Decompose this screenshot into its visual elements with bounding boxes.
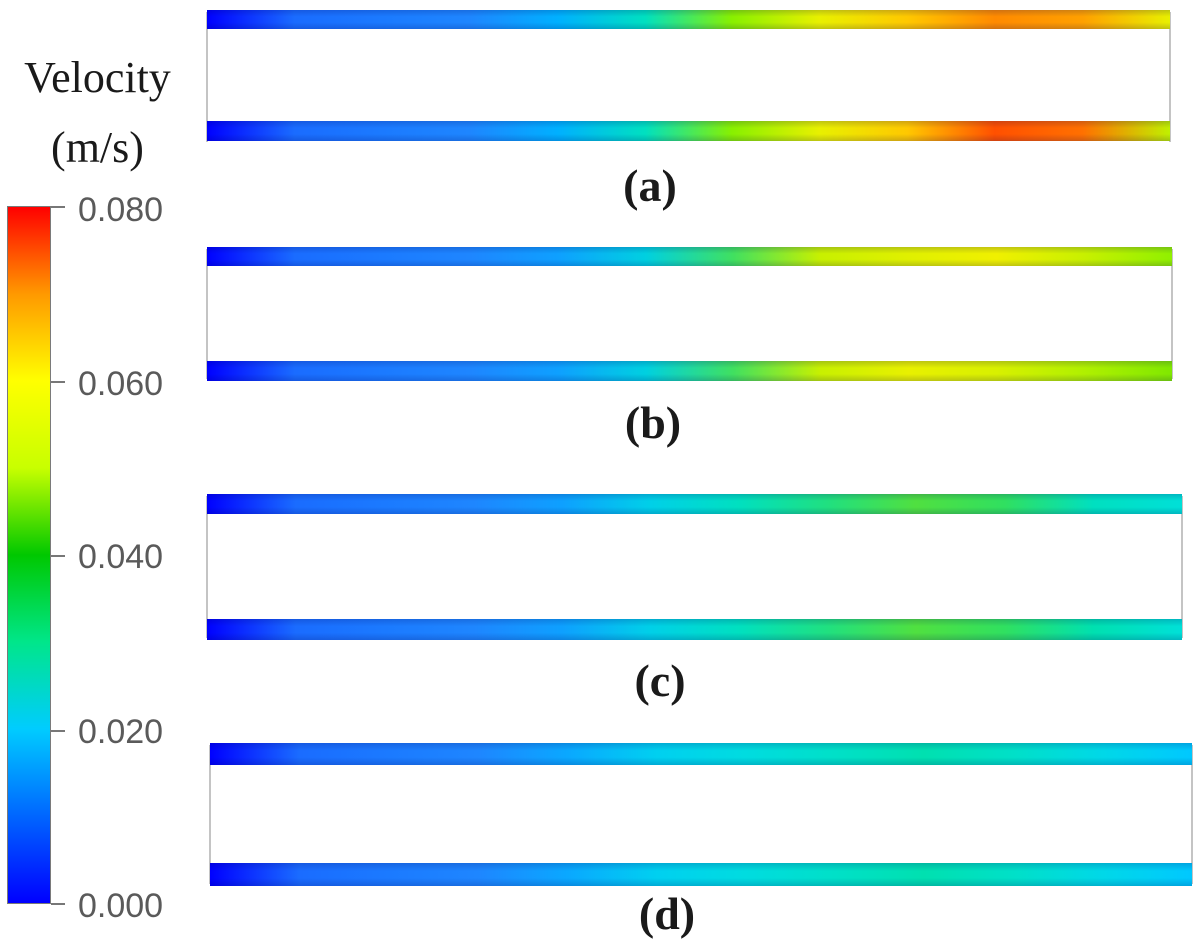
colorbar-tick-mark	[51, 903, 65, 905]
colorbar-tick-label: 0.000	[78, 887, 164, 925]
colorbar-tick-mark	[51, 555, 65, 557]
channel-frame-left	[209, 745, 211, 884]
channel-frame-right	[1181, 496, 1183, 638]
channel-frame-right	[1169, 12, 1171, 142]
colorbar-tick-mark	[51, 730, 65, 732]
channel-frame-right	[1191, 745, 1193, 884]
colorbar-tick-mark	[51, 206, 65, 208]
channel-frame-left	[206, 249, 208, 379]
panel-label: (a)	[623, 160, 677, 211]
colorbar-tick-label: 0.020	[78, 713, 164, 751]
channel-frame-left	[206, 496, 208, 638]
lower-channel	[207, 619, 1182, 640]
panel-label: (d)	[638, 888, 696, 939]
legend-title-line1: Velocity	[24, 53, 171, 102]
panel-label: (c)	[634, 655, 686, 706]
colorbar-tick-label: 0.080	[78, 191, 164, 229]
colorbar-tick-label: 0.040	[78, 538, 164, 576]
upper-channel	[207, 247, 1172, 266]
colorbar-tick-label: 0.060	[78, 365, 164, 403]
panel-label: (b)	[624, 397, 682, 448]
velocity-colorbar	[7, 206, 51, 904]
upper-channel	[207, 10, 1170, 29]
lower-channel	[210, 863, 1192, 886]
lower-channel	[207, 121, 1170, 141]
channel-frame-right	[1171, 249, 1173, 379]
channel-frame-left	[206, 12, 208, 142]
colorbar-tick-mark	[51, 381, 65, 383]
upper-channel	[207, 494, 1182, 514]
upper-channel	[210, 743, 1192, 765]
lower-channel	[207, 361, 1172, 381]
legend-title-line2: (m/s)	[51, 123, 144, 172]
